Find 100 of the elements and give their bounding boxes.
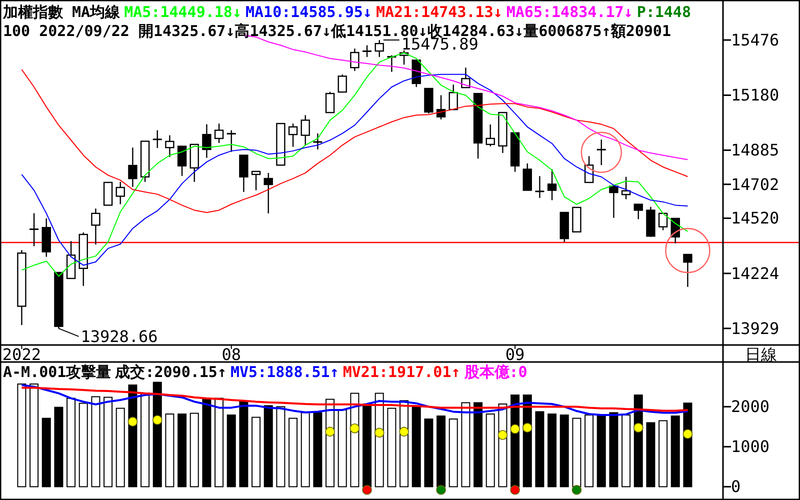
x-axis-title: 日線 [745, 345, 777, 364]
y-tick-label: 0 [731, 477, 741, 496]
bar [288, 418, 298, 488]
y-tick-label: 2000 [731, 397, 770, 416]
bar [78, 402, 88, 488]
series-label: 成交:2090.15↑ [114, 363, 226, 381]
y-tick-label: 15476 [731, 30, 780, 50]
candlestick [214, 122, 224, 144]
point [325, 426, 335, 437]
point [350, 423, 360, 434]
candlestick [374, 39, 384, 58]
candlestick [177, 146, 187, 177]
point [510, 424, 520, 434]
annotation: P:1448 [636, 3, 691, 21]
candlestick [152, 130, 163, 149]
candlestick [312, 132, 323, 150]
candlestick [251, 170, 261, 191]
candlestick [264, 172, 273, 214]
series-label: MV5:1888.51↑ [230, 363, 339, 381]
y-tick-label: 1000 [731, 437, 770, 456]
bar [572, 418, 582, 488]
candlestick [91, 208, 100, 246]
bar [264, 405, 273, 488]
candlestick [461, 67, 470, 88]
candlestick [486, 124, 495, 147]
candlestick [239, 154, 248, 193]
bar [387, 408, 396, 488]
point [498, 430, 508, 440]
text: MA5:14449.18↓ [124, 3, 242, 21]
point [152, 415, 162, 425]
candlestick [424, 88, 434, 114]
point [682, 429, 693, 439]
line-series [20, 386, 689, 412]
candlestick [128, 146, 138, 188]
bar [54, 406, 64, 488]
text: MA65:14834.17↓ [506, 3, 633, 21]
bar [226, 414, 236, 488]
point [522, 422, 532, 433]
bar [152, 382, 162, 488]
bar [535, 411, 544, 488]
bar [548, 414, 557, 488]
candlestick [350, 48, 360, 72]
y-tick-label: 14224 [731, 264, 780, 283]
candlestick [362, 44, 372, 58]
bar [658, 420, 668, 488]
bar [300, 412, 310, 488]
bar [252, 416, 261, 488]
candlestick [338, 74, 347, 93]
point [128, 416, 138, 427]
y-tick-label: 14520 [731, 208, 780, 228]
candlestick [66, 240, 76, 280]
bar [646, 422, 656, 488]
bar [436, 416, 446, 488]
candlestick [522, 162, 532, 191]
x-tick-label: 09 [505, 345, 525, 364]
y-tick-label: 14702 [731, 174, 780, 194]
bar [448, 418, 458, 488]
bar [178, 414, 187, 488]
annotation: 13928.66 [80, 326, 158, 346]
bar [17, 384, 26, 488]
point [572, 485, 582, 495]
candlestick [103, 182, 113, 206]
bar [596, 414, 606, 488]
bar [42, 418, 51, 488]
bar [560, 414, 569, 488]
candlestick [547, 168, 557, 201]
annotation: 股本億:0 [463, 363, 528, 381]
bar [486, 414, 495, 488]
bar [214, 398, 224, 488]
text: MA21:14743.13↓ [376, 3, 502, 21]
bar [116, 408, 125, 488]
candlestick [226, 130, 237, 152]
text: MA10:14585.95↓ [246, 3, 372, 21]
candlestick [325, 91, 335, 114]
bar [362, 404, 372, 488]
bar [202, 398, 212, 488]
candlestick [288, 122, 298, 148]
candlestick [165, 134, 174, 158]
point [362, 485, 372, 495]
bar [670, 416, 680, 488]
bar [30, 384, 39, 488]
candlestick [190, 144, 199, 182]
candlestick [300, 114, 310, 146]
series-label: MV21:1917.01↑ [342, 363, 460, 381]
line-series [21, 68, 688, 213]
x-tick-label: 08 [222, 345, 241, 364]
bar [461, 402, 470, 488]
bar [91, 396, 100, 488]
bar [165, 414, 174, 488]
candlestick [534, 176, 545, 199]
bar [104, 396, 113, 488]
bar [313, 412, 322, 488]
y-tick-label: 14885 [731, 140, 780, 160]
y-tick-label: 13929 [731, 318, 780, 338]
candlestick [658, 212, 668, 231]
bar [140, 392, 150, 488]
bar [276, 406, 286, 488]
bar [66, 398, 76, 488]
point [374, 428, 384, 438]
candlestick [596, 138, 607, 166]
